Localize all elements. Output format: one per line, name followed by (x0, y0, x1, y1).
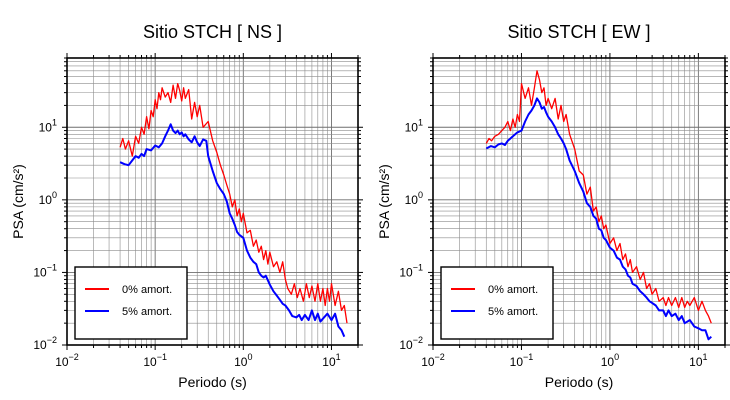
y-tick-label: 100 (405, 190, 423, 207)
chart-title: Sitio STCH [ EW ] (507, 22, 650, 42)
x-axis-label: Periodo (s) (545, 374, 613, 390)
x-tick-exp: −2 (69, 352, 79, 362)
y-tick-label: 101 (39, 117, 57, 134)
y-tick-exp: 0 (52, 190, 57, 200)
legend-label: 5% amort. (122, 306, 172, 318)
legend-label: 5% amort. (488, 306, 538, 318)
x-tick-base: 10 (143, 355, 157, 369)
y-tick-label: 10−1 (399, 262, 423, 279)
y-tick-base: 10 (33, 265, 47, 279)
y-tick-exp: 0 (418, 190, 423, 200)
grid (432, 57, 726, 346)
legend-box (440, 266, 554, 340)
x-tick-base: 10 (322, 355, 336, 369)
axis-ticks (428, 53, 730, 350)
series-line-amort-0 (485, 70, 712, 324)
x-tick-label: 10−1 (510, 352, 534, 369)
axis-ticks (62, 53, 363, 350)
x-tick-label: 101 (322, 352, 340, 369)
legend-box (74, 266, 188, 340)
x-tick-exp: 0 (247, 352, 252, 362)
y-tick-base: 10 (399, 265, 413, 279)
legend-label: 0% amort. (122, 284, 172, 296)
y-tick-exp: 1 (52, 117, 57, 127)
y-tick-base: 10 (399, 338, 413, 352)
legend: 0% amort. 5% amort. (440, 266, 554, 340)
x-tick-label: 10−2 (421, 352, 445, 369)
x-tick-base: 10 (234, 355, 248, 369)
legend: 0% amort. 5% amort. (74, 266, 188, 340)
x-tick-exp: −2 (435, 352, 445, 362)
y-tick-base: 10 (33, 338, 47, 352)
x-tick-exp: 0 (614, 352, 619, 362)
y-tick-base: 10 (39, 120, 53, 134)
grid (66, 57, 359, 346)
y-tick-label: 101 (405, 117, 423, 134)
plot-frame (66, 57, 359, 346)
chart-title: Sitio STCH [ NS ] (143, 22, 282, 42)
x-tick-label: 10−1 (143, 352, 167, 369)
x-tick-exp: 1 (703, 352, 708, 362)
x-tick-label: 100 (234, 352, 252, 369)
x-tick-base: 10 (55, 355, 69, 369)
x-tick-base: 10 (510, 355, 524, 369)
x-tick-label: 100 (601, 352, 619, 369)
y-tick-label: 10−1 (33, 262, 57, 279)
x-tick-label: 10−2 (55, 352, 79, 369)
y-tick-label: 100 (39, 190, 57, 207)
x-tick-exp: −1 (523, 352, 533, 362)
plot-frame (432, 57, 726, 346)
legend-label: 0% amort. (488, 284, 538, 296)
x-tick-base: 10 (601, 355, 615, 369)
x-tick-exp: −1 (157, 352, 167, 362)
x-tick-base: 10 (689, 355, 703, 369)
x-tick-base: 10 (421, 355, 435, 369)
x-axis-label: Periodo (s) (178, 374, 246, 390)
x-tick-label: 101 (689, 352, 707, 369)
y-tick-exp: −2 (413, 335, 423, 345)
x-tick-exp: 1 (336, 352, 341, 362)
y-tick-base: 10 (405, 193, 419, 207)
y-axis-label: PSA (cm/s²) (10, 164, 26, 239)
y-tick-base: 10 (39, 193, 53, 207)
series-line-amort-5 (119, 123, 346, 338)
y-tick-label: 10−2 (33, 335, 57, 352)
series-line-amort-0 (119, 82, 348, 324)
y-tick-exp: −1 (47, 262, 57, 272)
y-axis-label: PSA (cm/s²) (376, 164, 392, 239)
y-tick-base: 10 (405, 120, 419, 134)
series-line-amort-5 (485, 97, 712, 341)
y-tick-exp: 1 (418, 117, 423, 127)
y-tick-exp: −1 (413, 262, 423, 272)
y-tick-exp: −2 (47, 335, 57, 345)
y-tick-label: 10−2 (399, 335, 423, 352)
